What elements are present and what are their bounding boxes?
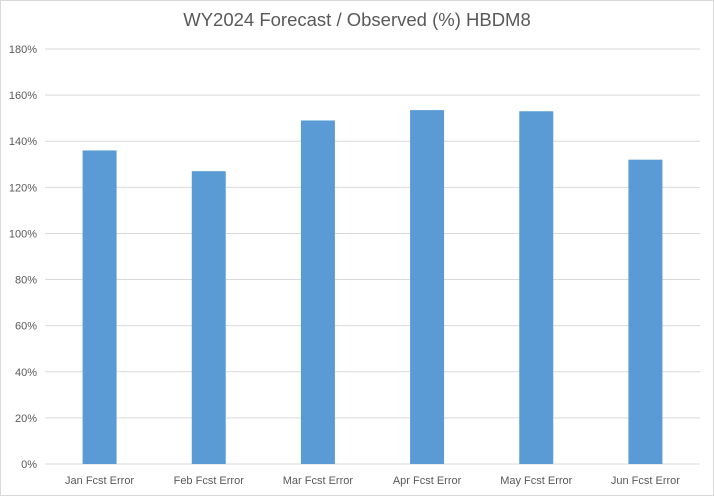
bar-jun [628,159,663,464]
y-tick-label: 0% [21,459,37,471]
bar-mar [300,120,335,464]
chart-title: WY2024 Forecast / Observed (%) HBDM8 [183,9,531,30]
bar-apr [410,110,445,464]
x-tick-label: Mar Fcst Error [283,475,354,487]
bar-jan [82,150,117,464]
y-tick-label: 80% [15,275,37,287]
x-tick-label: May Fcst Error [500,475,572,487]
x-tick-label: Jun Fcst Error [611,475,680,487]
bars [82,110,663,464]
gridlines [45,48,700,465]
y-tick-label: 140% [9,136,37,148]
y-tick-label: 120% [9,182,37,194]
y-tick-label: 160% [9,90,37,102]
bar-may [519,111,554,464]
bar-feb [191,171,226,464]
y-tick-label: 40% [15,367,37,379]
y-tick-label: 180% [9,44,37,56]
x-tick-label: Feb Fcst Error [174,475,245,487]
y-axis-ticks: 0% 20% 40% 60% 80% 100% 120% 140% 160% 180% [9,44,37,471]
x-axis-ticks: Jan Fcst Error Feb Fcst Error Mar Fcst Err… [65,475,680,487]
x-tick-label: Jan Fcst Error [65,475,134,487]
y-tick-label: 60% [15,321,37,333]
y-tick-label: 100% [9,228,37,240]
y-tick-label: 20% [15,413,37,425]
x-tick-label: Apr Fcst Error [393,475,462,487]
